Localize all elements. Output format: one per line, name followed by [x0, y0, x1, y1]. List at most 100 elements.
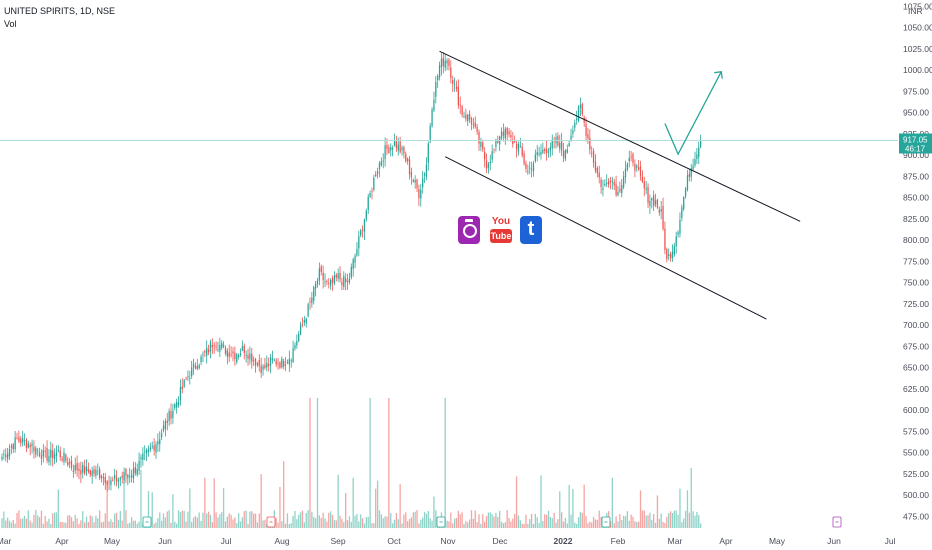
volume-bar — [380, 514, 383, 528]
earnings-marker[interactable] — [266, 516, 276, 528]
candle — [102, 473, 105, 486]
volume-bar — [286, 513, 289, 528]
candle — [331, 275, 334, 291]
volume-bar — [239, 521, 242, 528]
volume-bar — [176, 523, 178, 528]
candle — [125, 467, 127, 483]
volume-bar — [189, 488, 191, 528]
candle — [482, 139, 484, 153]
price-tick-label: 650.00 — [903, 363, 929, 373]
volume-bar — [613, 523, 615, 528]
candle — [442, 52, 444, 74]
volume-bar — [403, 514, 405, 528]
volume-bar — [420, 519, 422, 528]
candle — [425, 157, 428, 181]
candle — [485, 153, 488, 174]
candle — [89, 469, 91, 478]
candle — [260, 357, 262, 379]
candle — [391, 145, 394, 157]
price-tick-label: 825.00 — [903, 214, 929, 224]
volume-bar — [228, 513, 230, 528]
candle — [367, 193, 369, 214]
candle — [10, 443, 13, 455]
symbol-title[interactable]: UNITED SPIRITS, 1D, NSE — [4, 6, 116, 16]
volume-bar — [450, 512, 452, 528]
volume-bar — [177, 510, 180, 528]
price-tick-label: 1000.00 — [903, 65, 932, 75]
tumblr-icon[interactable]: t — [520, 216, 542, 244]
candle — [476, 123, 478, 135]
volume-bar — [641, 510, 644, 528]
volume-bar — [568, 484, 570, 528]
volume-bar — [194, 515, 197, 528]
volume-label[interactable]: Vol — [4, 19, 17, 29]
candle — [215, 341, 217, 351]
volume-bar — [296, 519, 298, 528]
volume-bar — [478, 514, 480, 528]
currency-label[interactable]: INR — [908, 6, 923, 16]
candle — [290, 358, 292, 368]
candle — [134, 462, 136, 476]
channel-lower-line[interactable] — [444, 156, 767, 320]
earnings-marker[interactable] — [436, 516, 446, 528]
time-tick-label: Jul — [221, 536, 232, 546]
volume-bar — [299, 512, 302, 528]
time-tick-label: Mar — [0, 536, 11, 546]
volume-bar — [544, 514, 546, 528]
candle — [380, 157, 383, 167]
candle — [33, 440, 35, 459]
volume-bar — [313, 516, 315, 528]
earnings-marker[interactable] — [601, 516, 611, 528]
candle — [123, 467, 125, 484]
candle — [542, 142, 544, 155]
candle — [149, 442, 152, 453]
candle — [594, 154, 597, 174]
candle — [1, 453, 3, 462]
volume-bar — [256, 522, 259, 528]
candle — [279, 360, 281, 370]
earnings-marker[interactable] — [142, 516, 152, 528]
candle — [129, 467, 131, 483]
volume-bar — [3, 511, 5, 528]
channel-upper-line[interactable] — [439, 50, 801, 222]
volume-bar — [476, 522, 478, 528]
volume-bar — [264, 519, 266, 528]
candle — [202, 351, 204, 363]
candle — [378, 161, 381, 178]
volume-bar — [425, 513, 428, 528]
price-axis: 475.00 500.00 525.00 550.00 575.00 600.00 625.… — [898, 0, 932, 550]
candle — [3, 449, 5, 460]
candle — [93, 465, 95, 477]
earnings-marker[interactable] — [832, 516, 842, 528]
volume-bar — [59, 521, 61, 528]
candle — [196, 358, 198, 371]
volume-bar — [322, 512, 324, 528]
candle — [613, 178, 615, 191]
projection-arrow[interactable] — [664, 71, 722, 156]
volume-bar — [557, 519, 559, 528]
candle — [684, 186, 687, 199]
volume-bar — [651, 520, 653, 528]
candle — [468, 110, 471, 123]
volume-bar — [581, 512, 583, 528]
volume-bar — [365, 517, 367, 528]
volume-bar — [23, 515, 26, 528]
volume-bar — [298, 514, 300, 528]
candle — [551, 134, 553, 156]
candle — [617, 186, 619, 197]
candle — [324, 273, 326, 288]
camera-icon[interactable] — [458, 216, 480, 244]
candle — [412, 178, 414, 183]
candle — [74, 457, 76, 475]
candle — [673, 242, 675, 257]
youtube-icon[interactable]: You Tube — [489, 216, 513, 244]
volume-bar — [688, 512, 690, 528]
candle — [303, 315, 306, 326]
volume-bar — [660, 513, 662, 528]
candle — [514, 135, 516, 144]
volume-bar — [628, 520, 630, 528]
last-price-value: 917.05 — [903, 136, 928, 145]
volume-bar — [106, 481, 108, 528]
candle — [677, 230, 679, 238]
